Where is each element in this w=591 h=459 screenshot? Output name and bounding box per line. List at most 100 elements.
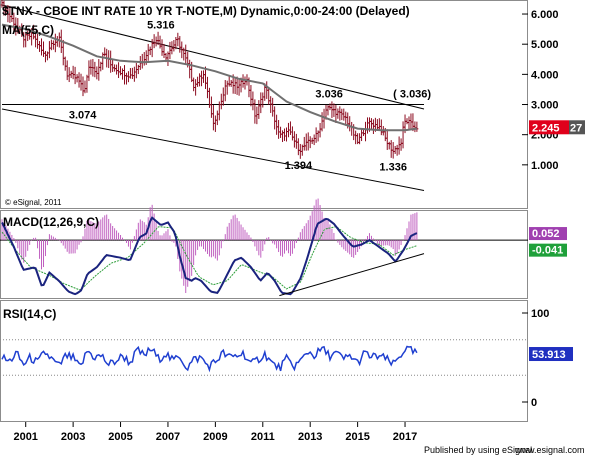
price-bar (348, 116, 352, 132)
rsi-value-tag-bg (529, 347, 573, 362)
price-annotation: ( 3.036) (393, 88, 431, 100)
price-bar (393, 145, 397, 154)
x-tick-label: 2005 (108, 431, 132, 443)
price-bar (294, 133, 298, 149)
price-bar (397, 136, 401, 155)
price-bar (358, 133, 362, 145)
price-bar (320, 112, 324, 132)
chart-title: $TNX - CBOE INT RATE 10 YR T-NOTE,M) Dyn… (2, 4, 410, 18)
price-bar (308, 136, 312, 149)
rsi-tick-label: 0 (531, 397, 537, 409)
price-bar (83, 80, 87, 94)
price-bar (283, 128, 287, 141)
macd-panel: 0.052 -0.041 (0, 198, 567, 297)
price-tick-label: 5.000 (531, 39, 559, 51)
ma-legend-label: MA(55,C) (2, 23, 54, 37)
last-price-value: 2.245 (532, 122, 560, 134)
price-bar (314, 127, 318, 143)
price-bar (178, 36, 182, 53)
price-bar (115, 64, 119, 75)
last-price-tag-bg (529, 120, 569, 135)
price-bar (93, 61, 97, 78)
price-bar (103, 47, 107, 57)
price-bar (73, 66, 77, 85)
price-bar (332, 103, 336, 117)
x-tick-label: 2009 (203, 431, 227, 443)
price-annotation: 1.336 (379, 162, 407, 174)
price-bar (146, 43, 150, 61)
price-bar (134, 62, 138, 79)
price-bar (318, 123, 322, 138)
price-bar (205, 76, 209, 99)
x-axis: 2001 2003 2005 2007 2009 2011 2013 2015 2017 (13, 422, 417, 443)
price-bar (399, 138, 403, 151)
x-tick-label: 2011 (251, 431, 275, 443)
price-bar (288, 121, 292, 135)
macd-value-label: 0.052 (532, 228, 560, 240)
price-bar (75, 74, 79, 83)
channel-line-upper (1, 4, 425, 110)
price-bar (241, 74, 245, 88)
moving-average-line (1, 23, 418, 132)
price-bar (292, 131, 296, 148)
price-bar (43, 50, 47, 63)
price-bar (405, 118, 409, 125)
price-bar (273, 106, 277, 130)
x-tick-label: 2007 (156, 431, 180, 443)
price-bar (350, 121, 354, 136)
price-bar (63, 56, 67, 71)
price-bar (395, 144, 399, 156)
price-bar (55, 36, 59, 47)
macd-panel-title: MACD(12,26,9,C) (3, 215, 99, 229)
price-bar (148, 46, 152, 56)
price-bar (69, 70, 73, 79)
price-bar (255, 106, 259, 125)
signal-value-label: -0.041 (532, 245, 563, 257)
price-bar (152, 34, 156, 49)
price-bar (215, 110, 219, 126)
price-annotation: 5.316 (147, 20, 175, 32)
price-bar (302, 136, 306, 151)
price-bar (213, 115, 217, 132)
price-bar (53, 33, 57, 53)
price-bar (223, 80, 227, 102)
copyright-label: © eSignal, 2011 (5, 198, 62, 207)
price-tick-label: 4.000 (531, 69, 559, 81)
price-bar (243, 76, 247, 90)
price-annotation: 3.074 (69, 109, 97, 121)
price-bar (198, 73, 202, 87)
price-bar (413, 121, 417, 133)
price-bar (225, 80, 229, 95)
price-bar (111, 59, 115, 72)
price-bar (407, 116, 411, 130)
price-bar (342, 108, 346, 121)
price-bar (296, 138, 300, 156)
price-bar (97, 59, 101, 81)
price-bar (237, 79, 241, 96)
price-bar (132, 66, 136, 82)
price-bar (192, 77, 196, 92)
last-price-trailing-label: 27 (570, 122, 582, 134)
price-bar (253, 99, 257, 124)
last-price-tag: 2.245 27 (529, 120, 585, 135)
price-bar (336, 108, 340, 119)
price-bar (261, 92, 265, 108)
price-bar (85, 74, 89, 93)
price-bar (249, 85, 253, 107)
price-bar (77, 72, 81, 88)
price-bar (65, 60, 69, 81)
price-bar (279, 126, 283, 138)
price-bar (306, 132, 310, 151)
price-bar (277, 120, 281, 139)
price-bar (130, 67, 134, 80)
x-tick-label: 2015 (345, 431, 369, 443)
price-bar (128, 68, 132, 79)
price-bar (385, 129, 389, 150)
price-bar (389, 140, 393, 158)
price-bar (61, 39, 65, 66)
price-bar (79, 73, 83, 91)
price-bar (271, 97, 275, 117)
price-bar (40, 38, 44, 56)
rsi-panel-title: RSI(14,C) (3, 307, 56, 321)
rsi-panel: 0 100 53.913 (0, 308, 573, 409)
